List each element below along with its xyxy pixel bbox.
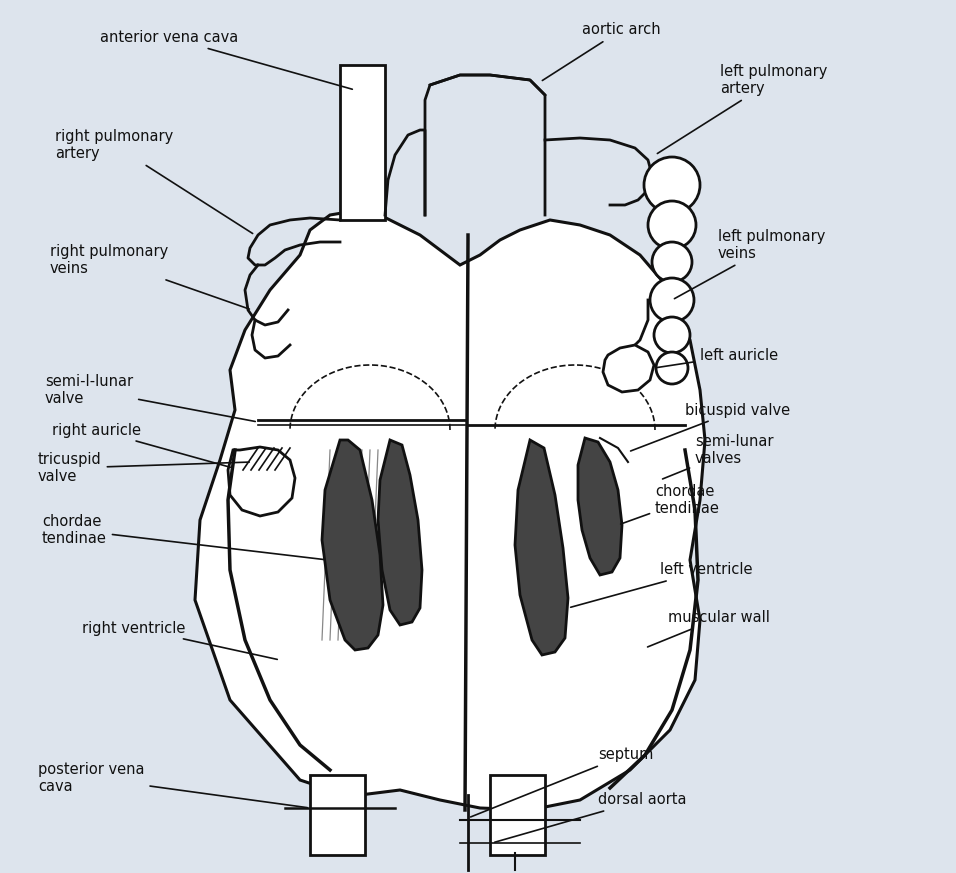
- Polygon shape: [378, 440, 422, 625]
- Text: septum: septum: [470, 747, 653, 817]
- Text: semi-I-lunar
valve: semi-I-lunar valve: [45, 374, 255, 422]
- Polygon shape: [490, 775, 545, 855]
- Polygon shape: [322, 440, 383, 650]
- Circle shape: [656, 352, 688, 384]
- Text: right pulmonary
artery: right pulmonary artery: [55, 129, 252, 233]
- Polygon shape: [228, 447, 295, 516]
- Circle shape: [644, 157, 700, 213]
- Text: left auricle: left auricle: [657, 347, 778, 368]
- Circle shape: [652, 242, 692, 282]
- Text: left pulmonary
veins: left pulmonary veins: [674, 229, 825, 299]
- Polygon shape: [603, 345, 654, 392]
- Polygon shape: [515, 440, 568, 655]
- Circle shape: [648, 201, 696, 249]
- Polygon shape: [578, 438, 622, 575]
- Text: chordae
tendinae: chordae tendinae: [42, 514, 325, 560]
- Text: dorsal aorta: dorsal aorta: [494, 793, 686, 842]
- Text: chordae
tendinae: chordae tendinae: [620, 484, 720, 524]
- Polygon shape: [340, 65, 385, 220]
- Polygon shape: [310, 775, 365, 855]
- Text: left pulmonary
artery: left pulmonary artery: [658, 64, 827, 154]
- Text: bicuspid valve: bicuspid valve: [631, 402, 790, 451]
- Text: anterior vena cava: anterior vena cava: [100, 30, 353, 89]
- Text: right auricle: right auricle: [52, 423, 230, 467]
- Text: tricuspid
valve: tricuspid valve: [38, 452, 250, 485]
- Text: posterior vena
cava: posterior vena cava: [38, 762, 307, 808]
- Text: left ventricle: left ventricle: [571, 562, 752, 608]
- Circle shape: [650, 278, 694, 322]
- Text: right ventricle: right ventricle: [82, 621, 277, 659]
- Text: semi-lunar
valves: semi-lunar valves: [663, 434, 773, 479]
- Circle shape: [654, 317, 690, 353]
- Text: right pulmonary
veins: right pulmonary veins: [50, 244, 250, 309]
- Text: aortic arch: aortic arch: [542, 23, 661, 80]
- Polygon shape: [195, 210, 705, 810]
- Text: muscular wall: muscular wall: [647, 610, 770, 647]
